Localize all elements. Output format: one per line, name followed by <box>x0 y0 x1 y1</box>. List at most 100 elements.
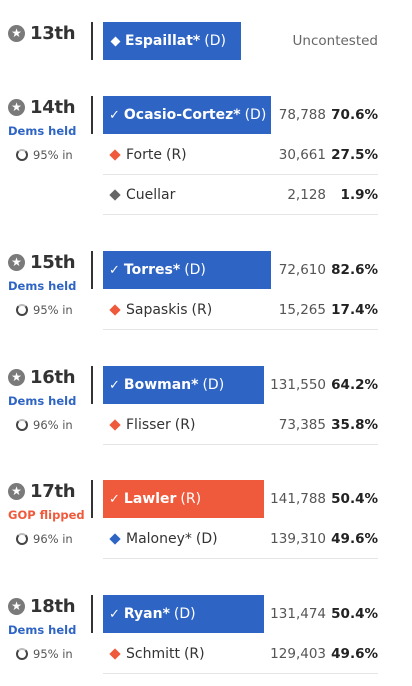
candidate-name-cell: Maloney* (D) <box>109 520 218 558</box>
progress-ring-icon <box>16 533 28 545</box>
star-icon: ★ <box>8 98 25 116</box>
checkmark-icon: ✓ <box>109 377 120 393</box>
candidate-name-cell: ✓ Bowman* (D) <box>109 366 224 404</box>
candidate-name: Schmitt <box>126 646 180 662</box>
candidate-party: (R) <box>180 491 202 507</box>
reporting-text: 95% in <box>33 647 73 661</box>
vote-count: 78,788 <box>278 107 326 123</box>
status-label: Dems held <box>8 623 77 637</box>
winner-bar <box>103 251 271 289</box>
district-name: 18th <box>30 595 76 617</box>
candidate-row[interactable]: Espaillat* (D) Uncontested <box>103 22 378 60</box>
vote-count: 141,788 <box>270 491 326 507</box>
star-icon: ★ <box>8 482 25 500</box>
reporting-text: 96% in <box>33 418 73 432</box>
candidate-name: Ocasio-Cortez* <box>123 107 241 123</box>
diamond-icon <box>110 36 121 46</box>
star-icon: ★ <box>8 253 25 271</box>
status-label: GOP flipped <box>8 508 85 522</box>
district-name: 17th <box>30 480 76 502</box>
candidate-row[interactable]: ✓ Ocasio-Cortez* (D) 78,788 70.6% <box>103 96 378 134</box>
star-icon: ★ <box>8 368 25 386</box>
vote-percent: 1.9% <box>340 187 378 203</box>
checkmark-icon: ✓ <box>109 262 120 278</box>
vote-count: 15,265 <box>278 302 326 318</box>
reporting-status: 95% in <box>16 148 73 162</box>
candidate-party: (D) <box>204 33 226 49</box>
candidate-name-cell: Flisser (R) <box>109 406 195 444</box>
checkmark-icon: ✓ <box>109 107 120 123</box>
divider <box>91 366 93 404</box>
diamond-icon <box>109 648 121 660</box>
district-header: ★ 14th <box>8 96 76 118</box>
district-header: ★ 16th <box>8 366 76 388</box>
star-icon: ★ <box>8 597 25 615</box>
candidate-name-cell: Sapaskis (R) <box>109 291 212 329</box>
vote-count: 30,661 <box>278 147 326 163</box>
vote-percent: 50.4% <box>331 606 378 622</box>
reporting-status: 95% in <box>16 303 73 317</box>
checkmark-icon: ✓ <box>109 491 120 507</box>
vote-percent: 50.4% <box>331 491 378 507</box>
candidate-party: (R) <box>183 646 205 662</box>
candidate-name-cell: ✓ Torres* (D) <box>109 251 206 289</box>
reporting-status: 95% in <box>16 647 73 661</box>
candidate-row[interactable]: ✓ Torres* (D) 72,610 82.6% <box>103 251 378 289</box>
diamond-icon <box>109 189 121 201</box>
diamond-icon <box>109 419 121 431</box>
diamond-icon <box>109 149 121 161</box>
candidate-party: (D) <box>202 377 225 393</box>
candidate-row[interactable]: Forte (R) 30,661 27.5% <box>103 136 378 175</box>
status-label: Dems held <box>8 124 77 138</box>
candidate-name: Lawler <box>123 491 177 507</box>
candidate-row[interactable]: Sapaskis (R) 15,265 17.4% <box>103 291 378 330</box>
candidate-name-cell: Cuellar <box>109 176 175 214</box>
candidate-name: Torres* <box>123 262 181 278</box>
vote-percent: 70.6% <box>331 107 378 123</box>
candidate-row[interactable]: ✓ Lawler (R) 141,788 50.4% <box>103 480 378 518</box>
candidate-party: (D) <box>244 107 267 123</box>
race-13th: ★ 13th Espaillat* (D) Uncontested <box>0 22 412 62</box>
vote-percent: 82.6% <box>331 262 378 278</box>
reporting-text: 95% in <box>33 303 73 317</box>
candidate-name-cell: ✓ Lawler (R) <box>109 480 201 518</box>
status-label: Dems held <box>8 394 77 408</box>
winner-bar <box>103 366 264 404</box>
vote-percent: 35.8% <box>331 417 378 433</box>
winner-bar <box>103 480 264 518</box>
race-18th: ★ 18th Dems held 95% in ✓ Ryan* (D) 131,… <box>0 595 412 675</box>
candidate-row[interactable]: ✓ Ryan* (D) 131,474 50.4% <box>103 595 378 633</box>
candidate-row[interactable]: Flisser (R) 73,385 35.8% <box>103 406 378 445</box>
district-header: ★ 13th <box>8 22 76 44</box>
reporting-text: 95% in <box>33 148 73 162</box>
candidate-row[interactable]: Maloney* (D) 139,310 49.6% <box>103 520 378 559</box>
divider <box>91 480 93 518</box>
candidate-name-cell: Espaillat* (D) <box>109 22 226 60</box>
vote-percent: 64.2% <box>331 377 378 393</box>
vote-count: 131,550 <box>270 377 326 393</box>
vote-percent: 17.4% <box>331 302 378 318</box>
district-header: ★ 15th <box>8 251 76 273</box>
district-name: 15th <box>30 251 76 273</box>
vote-percent: 49.6% <box>331 531 378 547</box>
progress-ring-icon <box>16 648 28 660</box>
district-header: ★ 18th <box>8 595 76 617</box>
status-label: Dems held <box>8 279 77 293</box>
race-17th: ★ 17th GOP flipped 96% in ✓ Lawler (R) 1… <box>0 480 412 560</box>
candidate-party: (D) <box>173 606 196 622</box>
candidate-row[interactable]: ✓ Bowman* (D) 131,550 64.2% <box>103 366 378 404</box>
checkmark-icon: ✓ <box>109 606 120 622</box>
district-name: 16th <box>30 366 76 388</box>
uncontested-label: Uncontested <box>292 33 378 49</box>
candidate-row[interactable]: Cuellar 2,128 1.9% <box>103 176 378 215</box>
candidate-name-cell: ✓ Ryan* (D) <box>109 595 196 633</box>
divider <box>91 595 93 633</box>
candidate-row[interactable]: Schmitt (R) 129,403 49.6% <box>103 635 378 674</box>
vote-count: 139,310 <box>270 531 326 547</box>
candidate-name: Forte <box>126 147 162 163</box>
candidate-party: (R) <box>174 417 196 433</box>
vote-count: 129,403 <box>270 646 326 662</box>
divider <box>91 251 93 289</box>
candidate-name-cell: Schmitt (R) <box>109 635 205 673</box>
candidate-name-cell: Forte (R) <box>109 136 187 174</box>
